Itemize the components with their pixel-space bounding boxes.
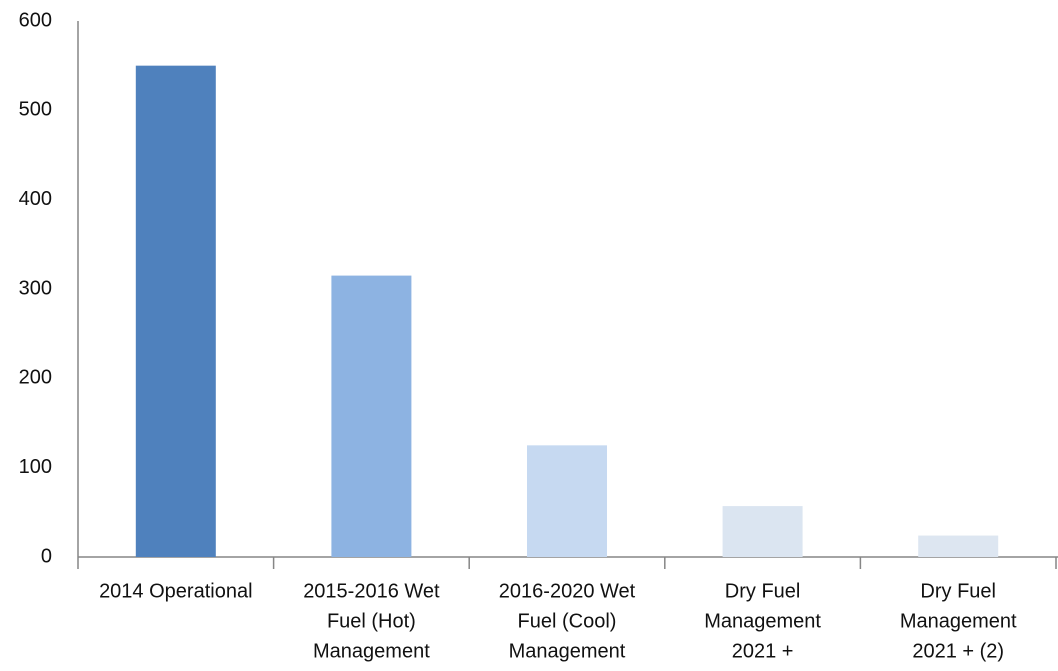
bar: [135, 65, 216, 558]
x-tick-label: Dry Fuel: [725, 580, 801, 602]
bar: [527, 445, 607, 557]
y-tick-label: 500: [19, 99, 52, 121]
x-tick-label: Management: [900, 610, 1017, 632]
y-tick-label: 600: [19, 9, 52, 31]
y-tick-label: 300: [19, 277, 52, 299]
x-tick-label: Dry Fuel: [920, 580, 996, 602]
y-tick-label: 400: [19, 188, 52, 210]
bar: [722, 506, 803, 557]
x-tick-label: 2021 + (2): [912, 640, 1004, 662]
y-tick-label: 100: [19, 456, 52, 478]
bar: [331, 275, 412, 557]
x-tick-label: 2016-2020 Wet: [499, 580, 636, 602]
x-tick-label: Management: [509, 640, 626, 662]
x-tick-label: 2021 +: [732, 640, 794, 662]
x-tick-label: 2014 Operational: [99, 580, 252, 602]
bar: [918, 535, 999, 557]
x-tick-label: Management: [704, 610, 821, 632]
y-tick-label: 0: [41, 545, 52, 567]
x-tick-label: Fuel (Hot): [327, 610, 416, 632]
x-tick-label: Management: [313, 640, 430, 662]
x-tick-label: 2015-2016 Wet: [303, 580, 440, 602]
y-tick-label: 200: [19, 367, 52, 389]
x-tick-label: Fuel (Cool): [518, 610, 617, 632]
